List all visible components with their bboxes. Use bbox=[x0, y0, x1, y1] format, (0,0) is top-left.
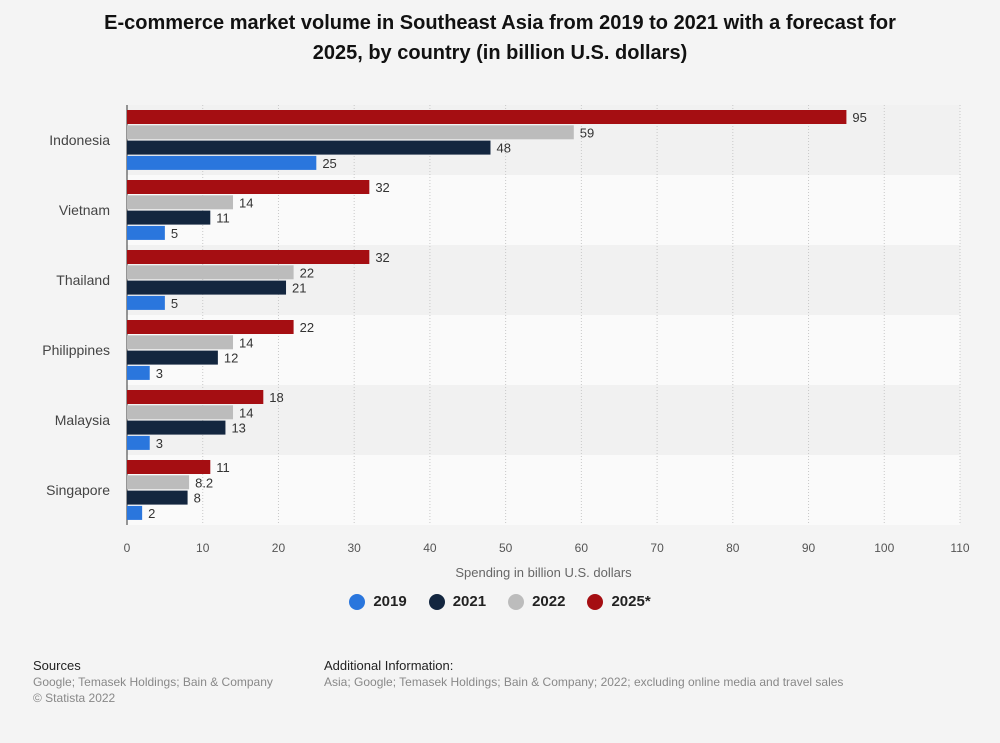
data-label-vietnam-2025: 32 bbox=[375, 180, 389, 195]
copyright-text: © Statista 2022 bbox=[33, 691, 116, 705]
data-label-indonesia-2025: 95 bbox=[852, 110, 866, 125]
bar-thailand-2022 bbox=[127, 265, 294, 280]
legend-item-2021[interactable]: 2021 bbox=[428, 593, 487, 610]
bar-chart: 0 10 20 30 40 50 60 70 80 90 100 110 Indonesia 95 59 48… bbox=[42, 105, 970, 580]
x-tick-label-0: 0 bbox=[124, 541, 131, 555]
bar-malaysia-2025 bbox=[127, 390, 264, 404]
data-label-philippines-2022: 14 bbox=[239, 335, 253, 350]
bar-malaysia-2019 bbox=[127, 435, 150, 450]
category-label-malaysia: Malaysia bbox=[55, 412, 110, 428]
data-label-malaysia-2019: 3 bbox=[156, 436, 163, 451]
data-label-malaysia-2022: 14 bbox=[239, 405, 253, 420]
data-label-thailand-2019: 5 bbox=[171, 296, 178, 311]
category-label-indonesia: Indonesia bbox=[49, 132, 110, 148]
bar-vietnam-2019 bbox=[127, 225, 165, 240]
legend-label-2019: 2019 bbox=[373, 593, 407, 610]
bar-singapore-2025 bbox=[127, 460, 211, 474]
sources-text[interactable]: Google; Temasek Holdings; Bain & Company bbox=[33, 675, 273, 689]
x-tick-label-100: 100 bbox=[874, 541, 894, 555]
bar-vietnam-2025 bbox=[127, 180, 370, 194]
legend-marker-2022 bbox=[508, 593, 525, 610]
data-label-thailand-2022: 22 bbox=[300, 265, 314, 280]
bar-philippines-2022 bbox=[127, 335, 234, 350]
bar-singapore-2022 bbox=[127, 475, 190, 490]
category-label-philippines: Philippines bbox=[42, 342, 110, 358]
data-label-vietnam-2021: 11 bbox=[216, 211, 230, 226]
row-band-malaysia bbox=[127, 385, 960, 455]
bar-thailand-2019 bbox=[127, 295, 165, 310]
bar-indonesia-2022 bbox=[127, 125, 574, 140]
additional-info-heading: Additional Information: bbox=[324, 658, 454, 673]
bar-malaysia-2021 bbox=[127, 420, 226, 435]
data-label-thailand-2025: 32 bbox=[375, 250, 389, 265]
x-tick-label-40: 40 bbox=[423, 541, 437, 555]
chart-title-line-2: 2025, by country (in billion U.S. dollar… bbox=[312, 42, 688, 64]
legend-label-2022: 2022 bbox=[532, 593, 566, 610]
bar-vietnam-2022 bbox=[127, 195, 234, 210]
legend-item-2022[interactable]: 2022 bbox=[508, 593, 565, 610]
data-label-philippines-2021: 12 bbox=[224, 351, 238, 366]
x-tick-label-10: 10 bbox=[196, 541, 210, 555]
bar-philippines-2019 bbox=[127, 365, 150, 380]
category-label-thailand: Thailand bbox=[56, 272, 110, 288]
legend-marker-2021 bbox=[428, 593, 445, 610]
data-label-indonesia-2019: 25 bbox=[322, 156, 336, 171]
bar-indonesia-2021 bbox=[127, 140, 491, 155]
legend-item-2019[interactable]: 2019 bbox=[349, 593, 407, 610]
data-label-vietnam-2019: 5 bbox=[171, 226, 178, 241]
bar-vietnam-2021 bbox=[127, 210, 211, 225]
bar-thailand-2025 bbox=[127, 250, 370, 264]
bar-singapore-2019 bbox=[127, 505, 143, 520]
chart-title-line-1: E-commerce market volume in Southeast As… bbox=[104, 12, 896, 34]
x-axis-title: Spending in billion U.S. dollars bbox=[455, 565, 632, 580]
x-tick-label-20: 20 bbox=[272, 541, 286, 555]
x-tick-label-110: 110 bbox=[950, 541, 969, 555]
bar-indonesia-2019 bbox=[127, 155, 317, 170]
x-tick-label-30: 30 bbox=[348, 541, 362, 555]
bar-malaysia-2022 bbox=[127, 405, 234, 420]
additional-info-block: Additional Information: Asia; Google; Te… bbox=[324, 658, 843, 690]
data-label-singapore-2025: 11 bbox=[216, 460, 230, 475]
bar-indonesia-2025 bbox=[127, 110, 847, 124]
data-label-philippines-2025: 22 bbox=[300, 320, 314, 335]
bar-singapore-2021 bbox=[127, 490, 188, 505]
bar-thailand-2021 bbox=[127, 280, 287, 295]
sources-block: Sources Google; Temasek Holdings; Bain &… bbox=[33, 658, 273, 706]
data-label-indonesia-2022: 59 bbox=[580, 125, 594, 140]
data-label-vietnam-2022: 14 bbox=[239, 195, 253, 210]
data-label-philippines-2019: 3 bbox=[156, 366, 163, 381]
x-tick-label-60: 60 bbox=[575, 541, 589, 555]
legend-label-2021: 2021 bbox=[452, 593, 487, 610]
chart-legend: 2019 2021 2022 2025* bbox=[0, 593, 1000, 610]
sources-heading: Sources bbox=[33, 658, 81, 673]
x-tick-label-70: 70 bbox=[650, 541, 664, 555]
x-tick-label-50: 50 bbox=[499, 541, 513, 555]
data-label-indonesia-2021: 48 bbox=[496, 141, 510, 156]
legend-item-2025[interactable]: 2025* bbox=[587, 593, 651, 610]
additional-info-text: Asia; Google; Temasek Holdings; Bain & C… bbox=[324, 675, 844, 689]
data-label-thailand-2021: 21 bbox=[292, 281, 306, 296]
category-label-singapore: Singapore bbox=[46, 482, 110, 498]
row-band-singapore bbox=[127, 455, 960, 525]
x-tick-label-90: 90 bbox=[802, 541, 816, 555]
x-tick-label-80: 80 bbox=[726, 541, 740, 555]
legend-label-2025: 2025* bbox=[611, 593, 651, 610]
data-label-singapore-2021: 8 bbox=[194, 491, 201, 506]
chart-title: E-commerce market volume in Southeast As… bbox=[60, 8, 940, 68]
bar-philippines-2025 bbox=[127, 320, 294, 334]
data-label-malaysia-2025: 18 bbox=[269, 390, 283, 405]
legend-marker-2019 bbox=[349, 593, 366, 610]
data-label-singapore-2022: 8.2 bbox=[195, 475, 213, 490]
bar-philippines-2021 bbox=[127, 350, 218, 365]
data-label-malaysia-2021: 13 bbox=[231, 421, 245, 436]
data-label-singapore-2019: 2 bbox=[148, 506, 155, 521]
legend-marker-2025 bbox=[587, 593, 604, 610]
category-label-vietnam: Vietnam bbox=[59, 202, 110, 218]
